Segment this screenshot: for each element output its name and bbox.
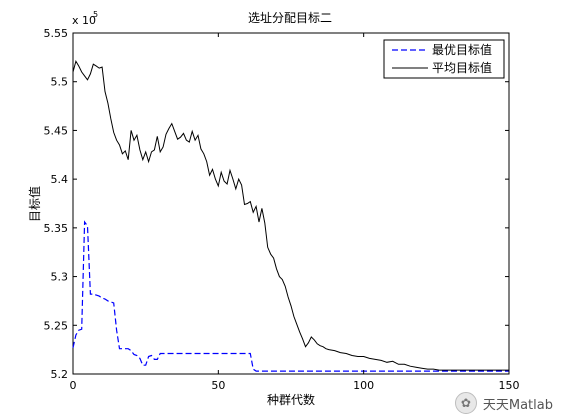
watermark-text: 天天Matlab bbox=[482, 397, 553, 413]
legend-box bbox=[383, 39, 505, 79]
x-axis-label: 种群代数 bbox=[267, 392, 315, 407]
x-tick-label: 50 bbox=[211, 379, 225, 392]
series-line-average bbox=[72, 60, 509, 371]
y-axis-label: 目标值 bbox=[27, 186, 42, 222]
y-tick-label: 5.4 bbox=[51, 173, 69, 186]
watermark: ✿ 天天Matlab bbox=[454, 392, 553, 414]
axis-ticks: 0 50 100 150 5.2 5.25 5.3 5.35 5.4 5.45 5.5 5.55 bbox=[44, 27, 520, 392]
series-line-best bbox=[72, 220, 509, 372]
y-tick-label: 5.25 bbox=[44, 319, 69, 332]
x-tick-label: 150 bbox=[499, 379, 520, 392]
y-tick-label: 5.55 bbox=[44, 27, 69, 40]
wechat-icon: ✿ bbox=[454, 392, 477, 414]
series-layer bbox=[72, 60, 509, 372]
y-tick-label: 5.5 bbox=[51, 76, 69, 89]
y-multiplier-exponent: 5 bbox=[93, 10, 98, 19]
legend: 最优目标值 平均目标值 bbox=[383, 39, 505, 79]
y-tick-label: 5.45 bbox=[44, 124, 69, 137]
x-tick-label: 100 bbox=[353, 379, 374, 392]
y-tick-label: 5.35 bbox=[44, 222, 69, 235]
y-tick-label: 5.2 bbox=[51, 368, 69, 381]
chart-title: 选址分配目标二 bbox=[248, 11, 332, 25]
y-axis-multiplier: x 10 5 bbox=[72, 10, 98, 27]
x-tick-label: 0 bbox=[70, 379, 77, 392]
legend-label-average: 平均目标值 bbox=[432, 60, 492, 75]
y-tick-label: 5.3 bbox=[51, 271, 69, 284]
legend-label-best: 最优目标值 bbox=[432, 42, 492, 57]
y-multiplier-base: x 10 bbox=[72, 14, 96, 27]
plot-area bbox=[72, 32, 510, 375]
